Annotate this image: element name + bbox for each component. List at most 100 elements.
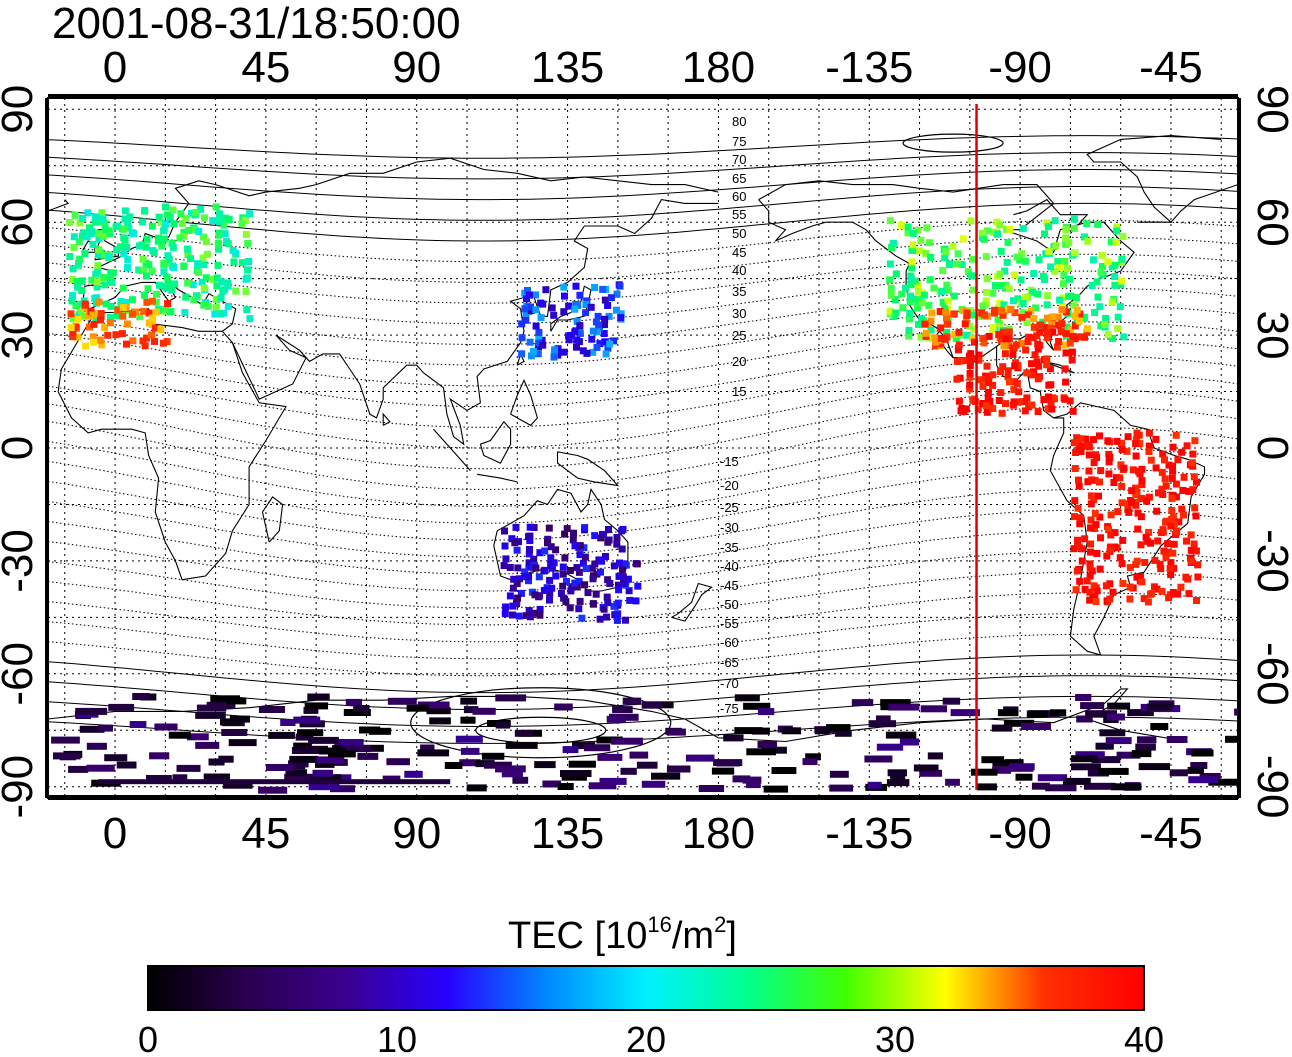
tec-pixel: [1164, 540, 1172, 548]
tec-pixel: [1162, 553, 1170, 561]
tec-pixel: [535, 328, 543, 336]
tec-pixel: [525, 291, 533, 299]
tec-pixel: [876, 743, 904, 751]
tec-pixel: [534, 761, 556, 769]
tec-pixel: [177, 210, 185, 218]
tec-pixel: [1114, 313, 1122, 321]
tec-pixel: [164, 252, 172, 260]
tec-pixel: [1169, 513, 1177, 521]
tec-pixel: [1097, 467, 1105, 475]
tec-pixel: [150, 249, 158, 257]
tec-pixel: [1237, 713, 1238, 721]
tec-pixel: [1049, 313, 1057, 321]
tec-pixel: [917, 333, 925, 341]
tec-pixel: [148, 267, 156, 275]
tec-pixel: [1072, 586, 1080, 594]
tec-pixel: [1001, 350, 1009, 358]
tec-pixel: [521, 568, 529, 576]
maglat-label-south: -60: [720, 635, 739, 650]
tec-pixel: [582, 309, 590, 317]
tec-pixel: [802, 758, 818, 766]
tec-pixel: [550, 311, 558, 319]
tec-pixel: [67, 324, 75, 331]
tec-pixel: [1118, 482, 1126, 490]
lon-tick-label-top: 135: [531, 43, 604, 92]
tec-pixel: [589, 600, 597, 608]
tec-pixel: [568, 583, 576, 591]
tec-pixel: [596, 615, 604, 623]
tec-pixel: [1208, 778, 1238, 786]
tec-pixel: [930, 284, 938, 292]
tec-pixel: [563, 525, 571, 533]
tec-pixel: [69, 276, 77, 283]
tec-pixel: [1075, 476, 1082, 484]
tec-pixel: [571, 579, 579, 587]
tec-pixel: [1010, 386, 1018, 394]
tec-pixel: [1180, 473, 1188, 481]
tec-pixel: [1050, 395, 1058, 403]
tec-pixel: [295, 733, 314, 741]
maglat-label-north: 70: [732, 152, 746, 167]
tec-pixel: [417, 701, 450, 709]
tec-pixel: [614, 610, 622, 618]
tec-pixel: [1193, 478, 1200, 486]
tec-pixel: [1102, 582, 1110, 590]
tec-pixel: [75, 259, 82, 267]
tec-pixel: [834, 729, 852, 737]
colorbar: TEC [1016/m2] 0 10 20 30 40: [138, 912, 1164, 1057]
lon-tick-label-bottom: 90: [392, 809, 441, 858]
tec-pixel: [588, 564, 596, 572]
tec-pixel: [160, 268, 168, 276]
tec-pixel: [876, 715, 891, 723]
tec-pixel: [975, 356, 983, 364]
tec-pixel: [613, 540, 621, 548]
maglat-label-south: -35: [720, 540, 739, 555]
tec-pixel: [906, 315, 913, 323]
tec-pixel: [968, 311, 976, 319]
tec-pixel: [114, 222, 121, 230]
maglat-contour: [48, 571, 1238, 626]
tec-pixel: [1021, 407, 1029, 415]
tec-pixel: [387, 697, 417, 705]
tec-pixel: [573, 564, 581, 572]
tec-pixel: [129, 721, 147, 728]
tec-pixel: [995, 397, 1003, 404]
tec-pixel: [911, 277, 919, 285]
maglat-label-south: -20: [720, 478, 739, 493]
tec-pixel: [104, 331, 112, 339]
maglat-label-north: 65: [732, 171, 746, 186]
tec-pixel: [1131, 750, 1152, 758]
tec-pixel: [1187, 557, 1195, 565]
tec-pixel: [536, 605, 544, 613]
tec-pixel: [521, 305, 529, 313]
tec-pixel: [999, 328, 1007, 336]
lat-tick-label-left: 90: [0, 85, 42, 134]
tec-pixel: [580, 544, 588, 552]
tec-pixel: [1096, 565, 1104, 573]
lon-tick-label-bottom: -135: [825, 809, 913, 858]
tec-pixel: [108, 703, 135, 711]
tec-pixel: [526, 338, 534, 346]
tec-pixel: [1174, 456, 1182, 464]
tec-pixel: [155, 234, 163, 242]
tec-pixel: [592, 590, 600, 598]
tec-pixel: [1190, 540, 1198, 548]
tec-pixel: [1133, 557, 1141, 565]
tec-pixel: [214, 261, 222, 269]
tec-pixel: [1113, 437, 1121, 445]
tec-pixel: [742, 776, 762, 784]
tec-pixel: [1106, 595, 1114, 603]
tec-pixel: [1047, 263, 1055, 271]
tec-pixel: [501, 770, 523, 778]
tec-pixel: [1137, 736, 1157, 744]
tec-pixel: [576, 542, 584, 550]
tec-pixel: [1112, 238, 1120, 246]
tec-pixel: [571, 542, 579, 550]
tec-pixel: [149, 752, 170, 760]
tec-pixel: [1104, 331, 1112, 338]
tec-pixel: [86, 742, 107, 750]
tec-pixel: [1191, 504, 1199, 512]
tec-pixel: [1119, 536, 1127, 544]
tec-pixel: [531, 591, 539, 599]
tec-pixel: [140, 307, 148, 315]
